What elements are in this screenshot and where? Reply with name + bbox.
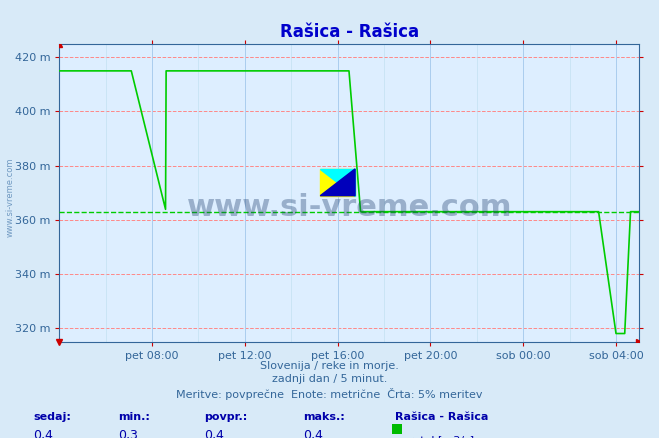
- Polygon shape: [320, 169, 355, 196]
- Title: Rašica - Rašica: Rašica - Rašica: [279, 23, 419, 41]
- Text: pretok[m3/s]: pretok[m3/s]: [395, 436, 474, 438]
- Text: maks.:: maks.:: [303, 412, 345, 422]
- Text: povpr.:: povpr.:: [204, 412, 248, 422]
- Bar: [320, 169, 355, 196]
- Text: 0,4: 0,4: [204, 429, 224, 438]
- Text: 0,3: 0,3: [119, 429, 138, 438]
- Text: 0,4: 0,4: [303, 429, 323, 438]
- Text: Rašica - Rašica: Rašica - Rašica: [395, 412, 489, 422]
- Text: Meritve: povprečne  Enote: metrične  Črta: 5% meritev: Meritve: povprečne Enote: metrične Črta:…: [176, 388, 483, 399]
- Text: Slovenija / reke in morje.: Slovenija / reke in morje.: [260, 361, 399, 371]
- Text: www.si-vreme.com: www.si-vreme.com: [186, 193, 512, 222]
- Text: 0,4: 0,4: [33, 429, 53, 438]
- Polygon shape: [320, 169, 355, 196]
- Text: min.:: min.:: [119, 412, 150, 422]
- Text: zadnji dan / 5 minut.: zadnji dan / 5 minut.: [272, 374, 387, 385]
- Text: sedaj:: sedaj:: [33, 412, 71, 422]
- Text: www.si-vreme.com: www.si-vreme.com: [5, 157, 14, 237]
